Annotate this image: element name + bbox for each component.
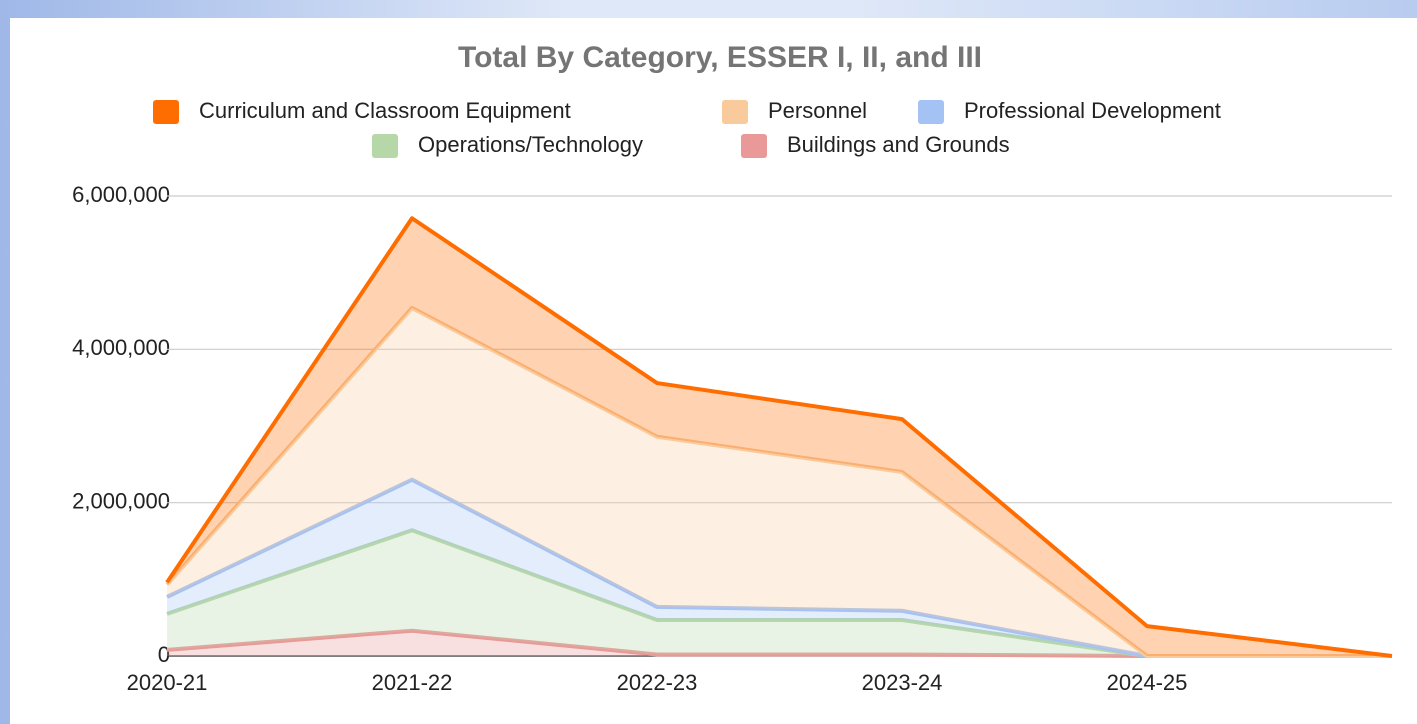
legend-swatch (741, 134, 767, 158)
area (167, 218, 1392, 656)
legend-swatch (372, 134, 398, 158)
area (167, 307, 1392, 656)
area-line (165, 216, 1393, 658)
area (167, 479, 1392, 656)
y-tick-label: 4,000,000 (72, 335, 170, 360)
x-tick-label: 2023-24 (862, 670, 943, 695)
area-line (165, 305, 1392, 658)
x-tick-label: 2020-21 (127, 670, 208, 695)
area (167, 530, 1392, 656)
legend-swatch (153, 100, 179, 124)
x-tick-label: 2021-22 (372, 670, 453, 695)
chart-title: Total By Category, ESSER I, II, and III (458, 41, 982, 74)
legend-label: Operations/Technology (418, 132, 643, 157)
x-tick-label: 2022-23 (617, 670, 698, 695)
legend-swatch (918, 100, 944, 124)
legend-label: Professional Development (964, 98, 1221, 123)
x-tick-label: 2024-25 (1107, 670, 1188, 695)
y-tick-label: 2,000,000 (72, 488, 170, 513)
legend-label: Buildings and Grounds (787, 132, 1010, 157)
legend-label: Personnel (768, 98, 867, 123)
legend-swatch (722, 100, 748, 124)
y-tick-label: 6,000,000 (72, 182, 170, 207)
legend-label: Curriculum and Classroom Equipment (199, 98, 571, 123)
